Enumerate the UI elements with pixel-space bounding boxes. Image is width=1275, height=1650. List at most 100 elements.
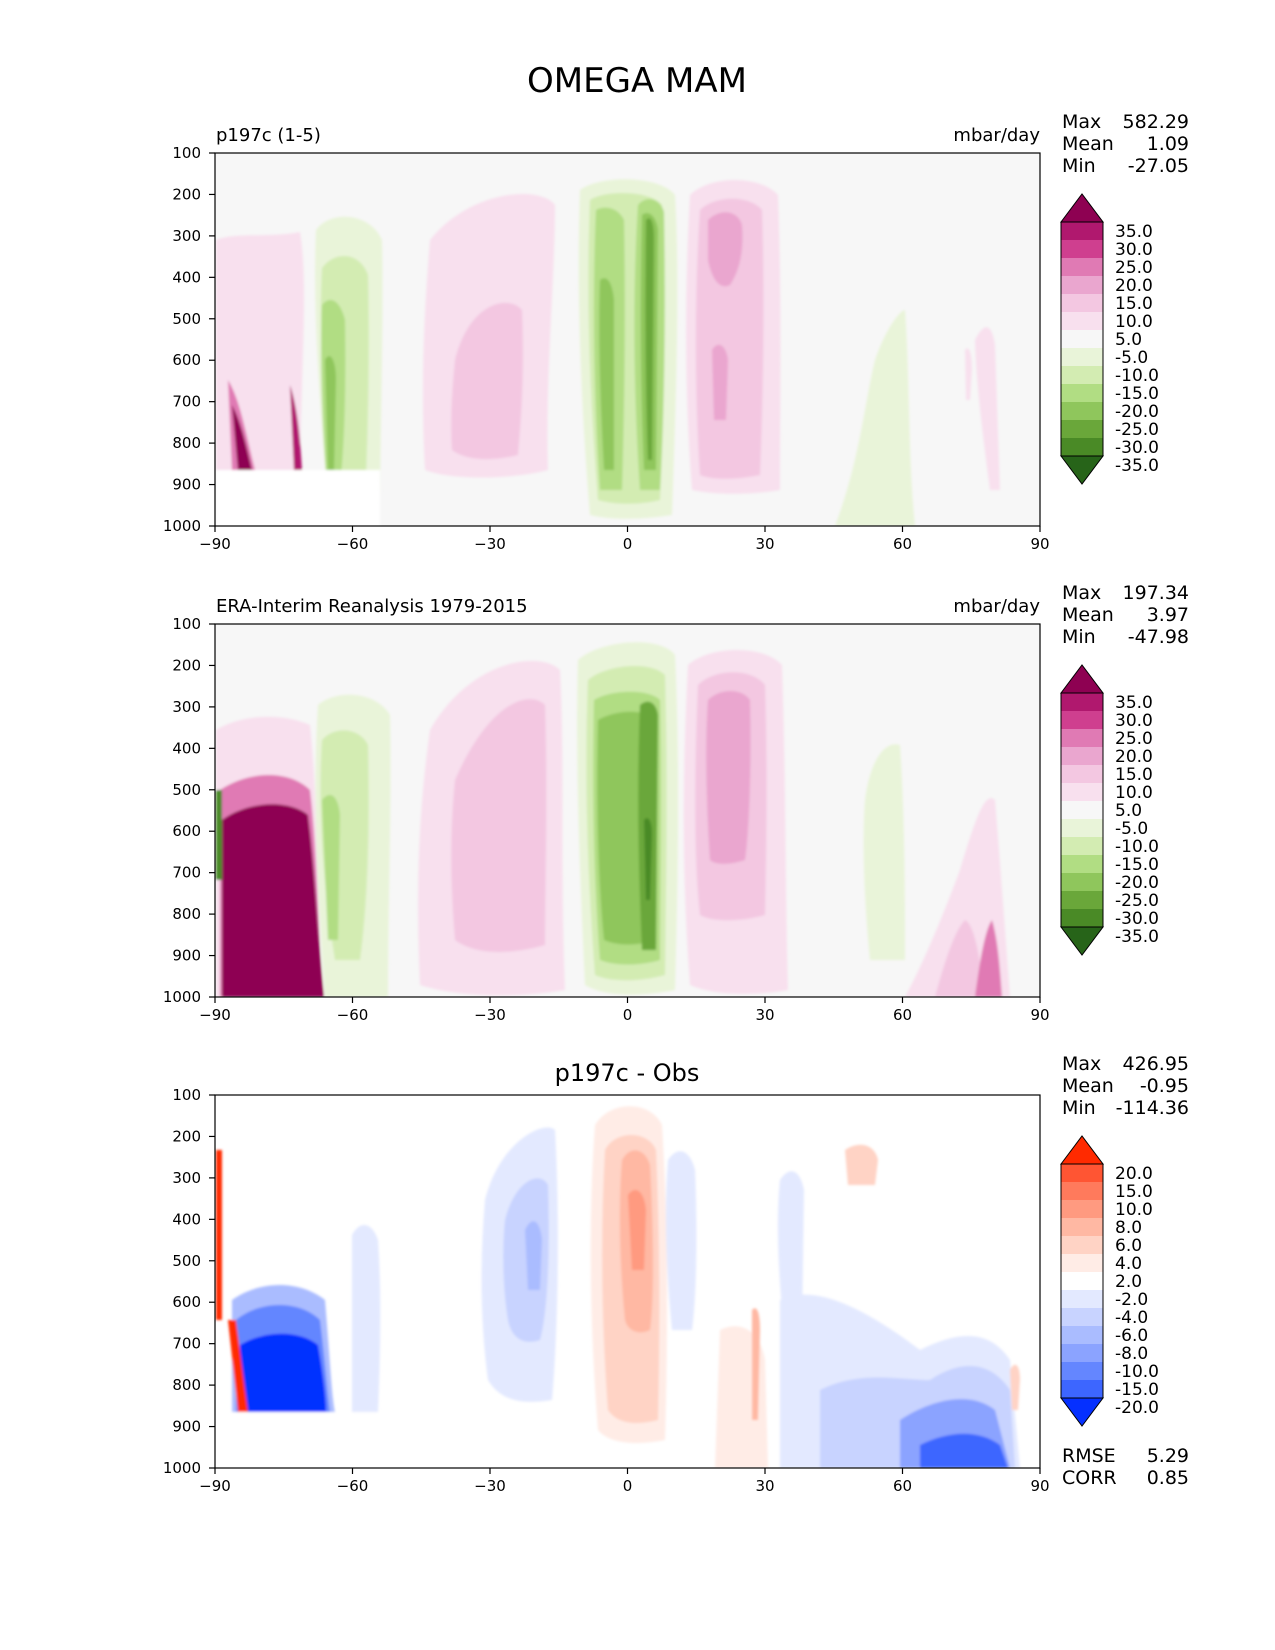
panel-units: mbar/day [953, 125, 1040, 146]
colorbar-swatch [1061, 402, 1103, 420]
colorbar-swatch [1061, 330, 1103, 348]
stats-block: Max 197.34 Mean 3.97 Min -47.98 [1062, 582, 1189, 648]
x-tick-label: 30 [755, 535, 774, 553]
y-tick-label: 400 [172, 739, 201, 757]
colorbar-swatch [1061, 1362, 1103, 1380]
contour-region [503, 1178, 549, 1342]
colorbar-label: -30.0 [1115, 438, 1159, 458]
rmse-label: RMSE [1062, 1445, 1116, 1467]
colorbar-swatch [1061, 438, 1103, 456]
colorbar-extend-min [1060, 455, 1104, 485]
colorbar-frame [1060, 1163, 1104, 1399]
figure-title: OMEGA MAM [527, 61, 747, 101]
panel-diff: p197c - Obs −90 −60 −30 0 30 60 90 100 200 300 400… [163, 1053, 1189, 1495]
stats-block: Max 426.95 Mean -0.95 Min -114.36 [1062, 1053, 1189, 1119]
contour-region [665, 1151, 697, 1330]
contour-region [706, 691, 751, 864]
x-tick-label: −90 [199, 1477, 231, 1495]
rmse-corr-block: RMSE 5.29 CORR 0.85 [1062, 1445, 1189, 1489]
contour-region [645, 218, 654, 460]
colorbar-swatch [1061, 1290, 1103, 1308]
colorbar-label: 15.0 [1115, 1182, 1153, 1202]
colorbar-label: 10.0 [1115, 783, 1153, 803]
axes: −90 −60 −30 0 30 60 90 100 200 300 400 500 600 700 800… [163, 615, 1050, 1024]
x-tick-label: 30 [755, 1006, 774, 1024]
stat-label-min: Min [1062, 1097, 1096, 1119]
colorbar-swatch [1061, 765, 1103, 783]
y-tick-label: 700 [172, 864, 201, 882]
colorbar-extend-min [1060, 1397, 1104, 1427]
colorbar-label: -5.0 [1115, 348, 1148, 368]
y-tick-label: 900 [172, 476, 201, 494]
colorbar-frame [1060, 692, 1104, 928]
y-tick-label: 600 [172, 822, 201, 840]
colorbar-label: -25.0 [1115, 891, 1159, 911]
stat-value-min: -47.98 [1128, 626, 1189, 648]
contour-fill [216, 642, 1010, 997]
contour-fill [216, 179, 1000, 526]
x-tick-label: −60 [337, 535, 369, 553]
colorbar-extend-max [1060, 1135, 1104, 1165]
colorbar-label: 20.0 [1115, 747, 1153, 767]
contour-region [240, 1333, 326, 1412]
contour-region [216, 1150, 222, 1320]
panel-obs: ERA-Interim Reanalysis 1979-2015 mbar/da… [163, 582, 1189, 1024]
y-tick-label: 800 [172, 905, 201, 923]
colorbar-swatch [1061, 420, 1103, 438]
x-tick-label: −30 [474, 535, 506, 553]
colorbar-swatch [1061, 855, 1103, 873]
colorbar-label: -6.0 [1115, 1326, 1148, 1346]
y-tick-label: 200 [172, 656, 201, 674]
contour-fill [216, 1106, 1020, 1468]
y-tick-label: 1000 [163, 988, 201, 1006]
x-tick-label: 90 [1030, 1477, 1049, 1495]
stat-label-mean: Mean [1062, 133, 1114, 155]
colorbar-swatch [1061, 711, 1103, 729]
x-tick-label: 0 [623, 535, 633, 553]
y-tick-label: 900 [172, 1418, 201, 1436]
x-tick-label: 90 [1030, 535, 1049, 553]
y-tick-label: 300 [172, 227, 201, 245]
y-tick-label: 100 [172, 1086, 201, 1104]
y-tick-label: 300 [172, 698, 201, 716]
colorbar-label: 30.0 [1115, 240, 1153, 260]
stat-label-mean: Mean [1062, 604, 1114, 626]
y-tick-label: 100 [172, 615, 201, 633]
y-tick-label: 500 [172, 781, 201, 799]
colorbar-label: 4.0 [1115, 1254, 1142, 1274]
contour-region [451, 699, 547, 952]
contour-region [1010, 1364, 1020, 1410]
corr-label: CORR [1062, 1467, 1117, 1489]
colorbar-swatch [1061, 240, 1103, 258]
y-tick-label: 600 [172, 1293, 201, 1311]
colorbar-swatch [1061, 294, 1103, 312]
colorbar-label: 30.0 [1115, 711, 1153, 731]
colorbar-swatch [1061, 801, 1103, 819]
contour-region [222, 804, 324, 997]
missing-data-mask [216, 470, 380, 526]
x-tick-label: −30 [474, 1477, 506, 1495]
stat-label-mean: Mean [1062, 1075, 1114, 1097]
contour-region [216, 232, 305, 470]
colorbar-label: 20.0 [1115, 276, 1153, 296]
colorbar-extend-max [1060, 193, 1104, 223]
colorbar-swatch [1061, 783, 1103, 801]
colorbar-label: 25.0 [1115, 258, 1153, 278]
colorbar-frame [1060, 221, 1104, 457]
colorbar-swatch [1061, 1200, 1103, 1218]
colorbar-label: -30.0 [1115, 909, 1159, 929]
colorbar-label: 5.0 [1115, 801, 1142, 821]
contour-region [228, 1320, 248, 1412]
colorbar-swatch [1061, 258, 1103, 276]
x-tick-label: 60 [893, 535, 912, 553]
x-tick-label: 60 [893, 1006, 912, 1024]
colorbar-swatch [1061, 873, 1103, 891]
contour-region [777, 1171, 804, 1330]
contour-region [525, 1221, 542, 1290]
colorbar-label: 15.0 [1115, 294, 1153, 314]
colorbar-label: -20.0 [1115, 873, 1159, 893]
colorbar-swatch [1061, 1182, 1103, 1200]
y-tick-label: 100 [172, 144, 201, 162]
x-tick-label: −60 [337, 1006, 369, 1024]
